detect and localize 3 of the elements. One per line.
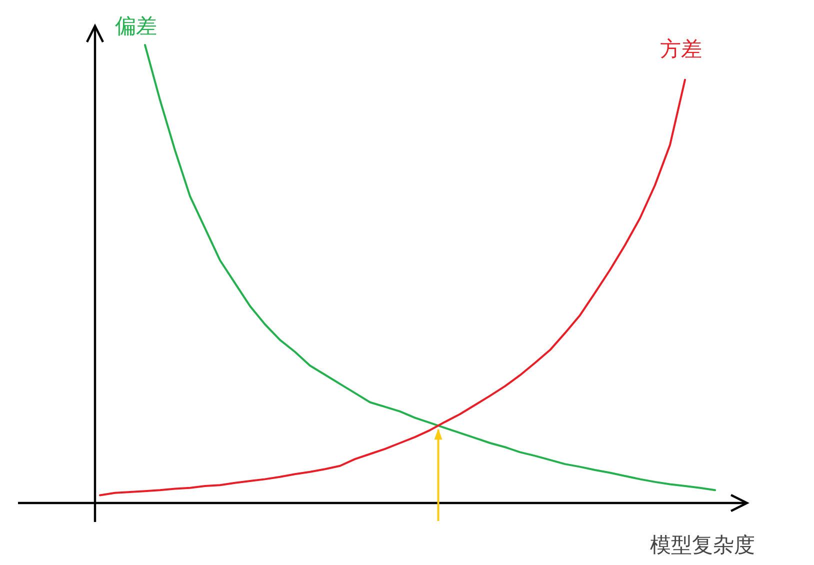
- x-axis-title: 模型复杂度: [650, 533, 755, 557]
- series-label: 方差: [660, 36, 702, 61]
- series-label: 偏差: [115, 14, 157, 38]
